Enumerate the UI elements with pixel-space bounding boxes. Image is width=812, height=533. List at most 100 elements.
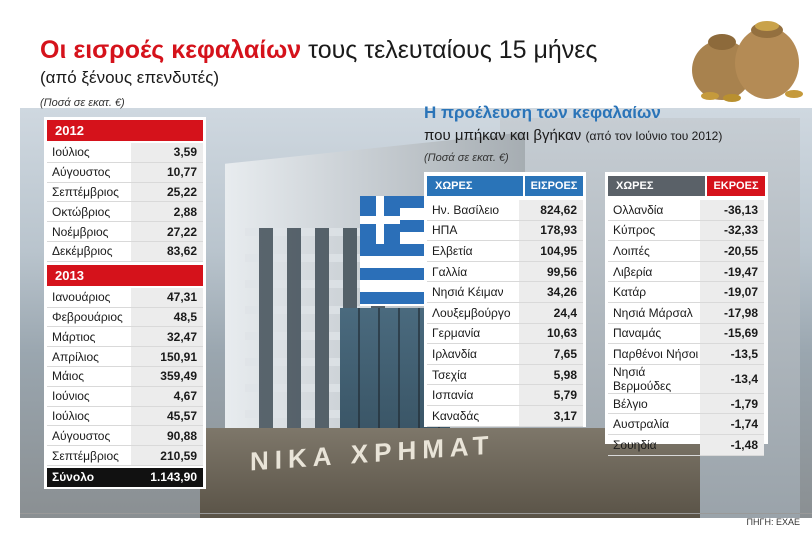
month-label: Οκτώβριος bbox=[47, 201, 131, 223]
month-value: 45,57 bbox=[131, 406, 203, 427]
country-value: -1,74 bbox=[700, 413, 764, 435]
year-header: 2012 bbox=[47, 120, 203, 141]
country-label: Λοιπές bbox=[608, 240, 700, 262]
table-row: Ολλανδία -36,13 bbox=[608, 200, 764, 221]
month-value: 150,91 bbox=[131, 346, 203, 367]
outflows-rows: Ολλανδία -36,13 Κύπρος -32,33 Λοιπές -20,55… bbox=[608, 200, 764, 456]
country-value: -13,4 bbox=[700, 364, 764, 394]
table-row: Κύπρος -32,33 bbox=[608, 220, 764, 242]
country-label: Καναδάς bbox=[427, 405, 519, 427]
table-row: Αυστραλία -1,74 bbox=[608, 413, 764, 435]
total-label: Σύνολο bbox=[52, 469, 95, 484]
table-row: Κατάρ -19,07 bbox=[608, 281, 764, 303]
country-label: Λιβερία bbox=[608, 261, 700, 283]
country-value: 10,63 bbox=[519, 323, 583, 345]
month-value: 25,22 bbox=[131, 182, 203, 203]
table-row: Παναμάς -15,69 bbox=[608, 323, 764, 345]
month-value: 32,47 bbox=[131, 326, 203, 348]
month-label: Ιούλιος bbox=[47, 406, 131, 427]
origin-subtitle-main: που μπήκαν και βγήκαν bbox=[424, 127, 582, 144]
table-row: ΗΠΑ 178,93 bbox=[427, 220, 583, 242]
year-table-2012: Ιούλιος 3,59 Αύγουστος 10,77 Σεπτέμβριος 25… bbox=[47, 143, 203, 262]
country-label: Ισπανία bbox=[427, 384, 519, 406]
table-row: Ιούνιος 4,67 bbox=[47, 386, 203, 407]
greek-flag bbox=[360, 196, 430, 306]
month-label: Σεπτέμβριος bbox=[47, 182, 131, 203]
page-title: Οι εισροές κεφαλαίων τους τελευταίους 15… bbox=[40, 36, 597, 65]
country-label: Νησιά Βερμούδες bbox=[608, 364, 700, 394]
month-label: Ιανουάριος bbox=[47, 287, 131, 308]
country-label: Αυστραλία bbox=[608, 413, 700, 435]
month-value: 210,59 bbox=[131, 445, 203, 466]
country-label: Κύπρος bbox=[608, 220, 700, 242]
month-value: 83,62 bbox=[131, 241, 203, 262]
month-label: Αύγουστος bbox=[47, 162, 131, 183]
source-note: ΠΗΓΗ: ΕΧΑΕ bbox=[746, 517, 800, 527]
table-row: Αύγουστος 10,77 bbox=[47, 162, 203, 183]
country-value: -20,55 bbox=[700, 240, 764, 262]
table-row: Σεπτέμβριος 25,22 bbox=[47, 182, 203, 203]
table-row: Λοιπές -20,55 bbox=[608, 240, 764, 262]
table-row: Φεβρουάριος 48,5 bbox=[47, 307, 203, 328]
table-row: Μάιος 359,49 bbox=[47, 366, 203, 387]
month-value: 90,88 bbox=[131, 425, 203, 447]
monthly-inflows-table: 2012 Ιούλιος 3,59 Αύγουστος 10,77 Σεπτέμβρ… bbox=[44, 117, 206, 489]
country-label: Γαλλία bbox=[427, 261, 519, 283]
outflows-header: ΧΩΡΕΣ ΕΚΡΟΕΣ bbox=[608, 176, 765, 196]
table-row: Ιούλιος 3,59 bbox=[47, 143, 203, 163]
table-row: Τσεχία 5,98 bbox=[427, 364, 583, 386]
title-rest: τους τελευταίους 15 μήνες bbox=[308, 36, 598, 64]
month-label: Αύγουστος bbox=[47, 425, 131, 447]
month-label: Απρίλιος bbox=[47, 346, 131, 367]
origin-subtitle-note: (από τον Ιούνιο του 2012) bbox=[585, 129, 723, 143]
month-label: Ιούνιος bbox=[47, 386, 131, 407]
country-value: 99,56 bbox=[519, 261, 583, 283]
month-label: Ιούλιος bbox=[47, 143, 131, 163]
country-value: -19,47 bbox=[700, 261, 764, 283]
table-row: Λιβερία -19,47 bbox=[608, 261, 764, 283]
origin-title: Η προέλευση των κεφαλαίων bbox=[424, 103, 661, 122]
month-label: Φεβρουάριος bbox=[47, 307, 131, 328]
table-row: Νοέμβριος 27,22 bbox=[47, 221, 203, 242]
country-value: 3,17 bbox=[519, 405, 583, 427]
outflows-by-country-table: ΧΩΡΕΣ ΕΚΡΟΕΣ Ολλανδία -36,13 Κύπρος -32,33 … bbox=[605, 172, 768, 456]
title-highlight: Οι εισροές κεφαλαίων bbox=[40, 36, 302, 64]
country-value: -17,98 bbox=[700, 302, 764, 324]
table-row: Νησιά Κέιμαν 34,26 bbox=[427, 281, 583, 303]
table-row: Ιούλιος 45,57 bbox=[47, 406, 203, 427]
table-row: Μάρτιος 32,47 bbox=[47, 326, 203, 348]
country-label: Τσεχία bbox=[427, 364, 519, 386]
table-row: Σουηδία -1,48 bbox=[608, 434, 764, 456]
month-value: 10,77 bbox=[131, 162, 203, 183]
country-value: -36,13 bbox=[700, 200, 764, 221]
inflows-by-country-table: ΧΩΡΕΣ ΕΙΣΡΟΕΣ Ην. Βασίλειο 824,62 ΗΠΑ 178,9… bbox=[424, 172, 586, 427]
table-row: Ιρλανδία 7,65 bbox=[427, 343, 583, 365]
month-value: 27,22 bbox=[131, 221, 203, 242]
inflows-header: ΧΩΡΕΣ ΕΙΣΡΟΕΣ bbox=[427, 176, 583, 196]
month-value: 47,31 bbox=[131, 287, 203, 308]
country-label: Σουηδία bbox=[608, 434, 700, 456]
country-value: -13,5 bbox=[700, 343, 764, 365]
country-value: 34,26 bbox=[519, 281, 583, 303]
table-row: Οκτώβριος 2,88 bbox=[47, 201, 203, 223]
country-value: 104,95 bbox=[519, 240, 583, 262]
country-label: Βέλγιο bbox=[608, 393, 700, 415]
table-row: Βέλγιο -1,79 bbox=[608, 393, 764, 415]
table-row: Ελβετία 104,95 bbox=[427, 240, 583, 262]
total-value: 1.143,90 bbox=[150, 469, 197, 484]
page-subtitle: (από ξένους επενδυτές) bbox=[40, 68, 220, 87]
table-row: Ισπανία 5,79 bbox=[427, 384, 583, 406]
country-value: -19,07 bbox=[700, 281, 764, 303]
country-value: 24,4 bbox=[519, 302, 583, 324]
country-value: 5,79 bbox=[519, 384, 583, 406]
country-label: Νησιά Κέιμαν bbox=[427, 281, 519, 303]
total-row: Σύνολο 1.143,90 bbox=[47, 467, 203, 487]
table-row: Σεπτέμβριος 210,59 bbox=[47, 445, 203, 466]
outflows-column-header: ΕΚΡΟΕΣ bbox=[707, 176, 765, 196]
month-value: 48,5 bbox=[131, 307, 203, 328]
country-value: -1,79 bbox=[700, 393, 764, 415]
table-row: Λουξεμβούργο 24,4 bbox=[427, 302, 583, 324]
country-label: Ολλανδία bbox=[608, 200, 700, 221]
inflows-rows: Ην. Βασίλειο 824,62 ΗΠΑ 178,93 Ελβετία 104,… bbox=[427, 200, 583, 427]
year-table-2013: Ιανουάριος 47,31 Φεβρουάριος 48,5 Μάρτιος 3… bbox=[47, 287, 203, 466]
